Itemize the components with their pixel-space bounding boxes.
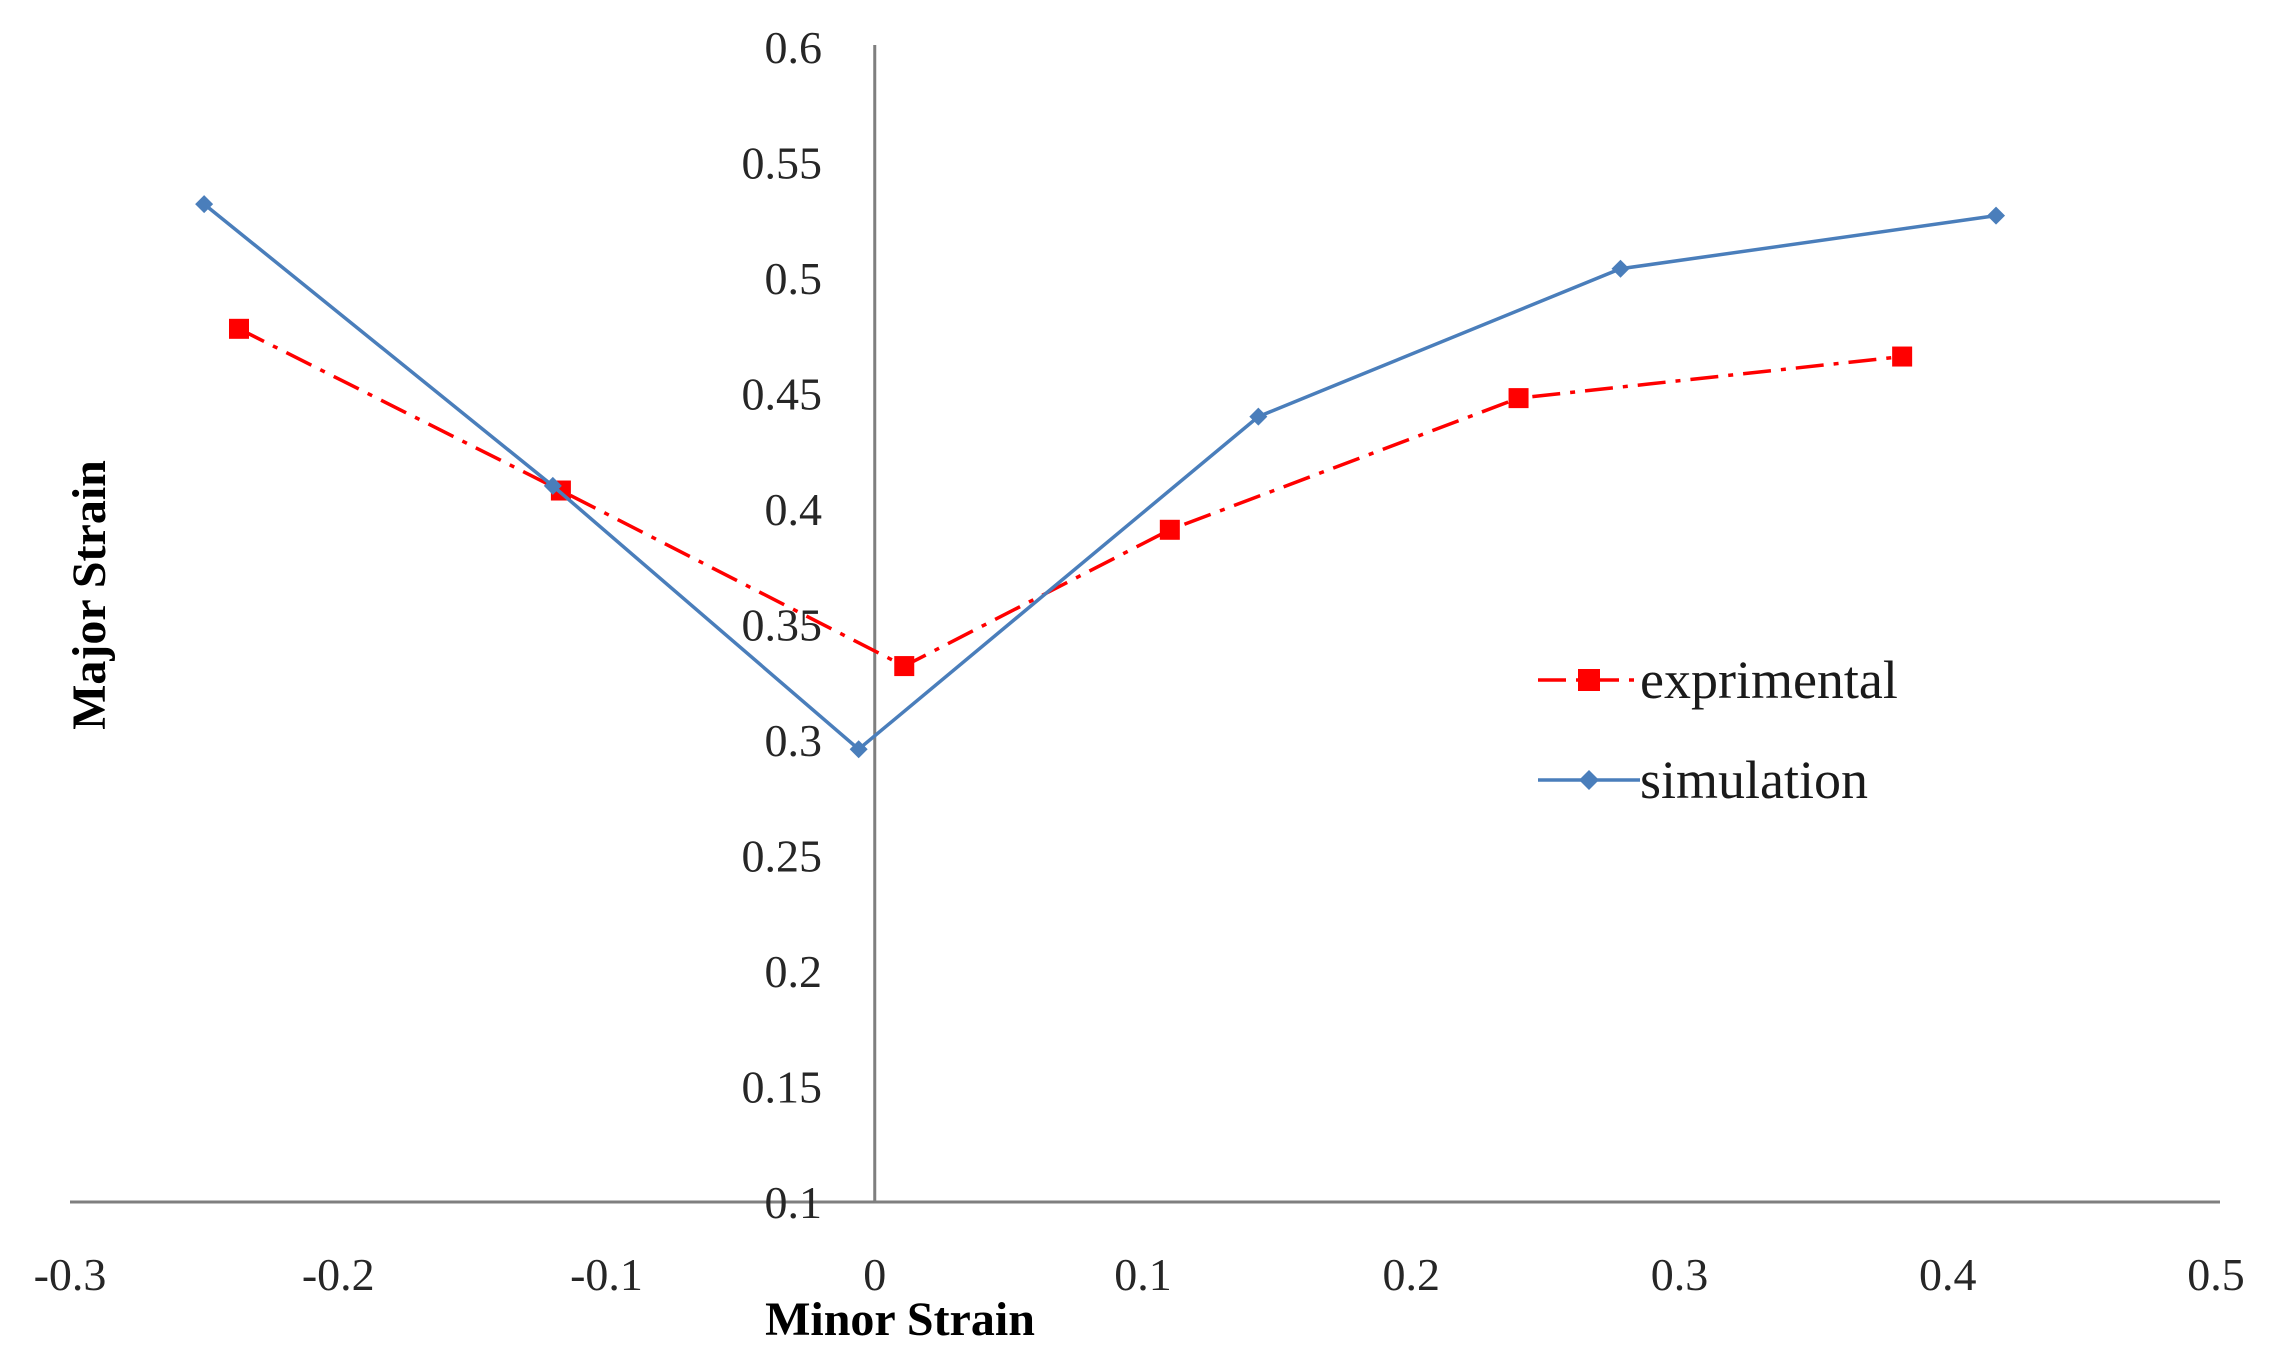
series-line-simulation <box>203 202 1997 752</box>
y-tick-label: 0.4 <box>765 484 823 535</box>
data-point-exprimental <box>1159 519 1180 540</box>
x-tick-label: 0 <box>863 1249 886 1300</box>
y-tick-label: 0.2 <box>765 946 823 997</box>
y-tick-label: 0.25 <box>742 831 823 882</box>
y-tick-label: 0.5 <box>765 253 823 304</box>
data-point-exprimental <box>1892 346 1913 367</box>
x-tick-label: 0.1 <box>1114 1249 1172 1300</box>
y-tick-label: 0.45 <box>742 369 823 420</box>
legend-marker <box>1579 770 1599 790</box>
x-tick-label: -0.3 <box>34 1249 107 1300</box>
legend-marker <box>1578 669 1600 691</box>
x-tick-label: 0.5 <box>2187 1249 2245 1300</box>
data-point-exprimental <box>894 656 915 677</box>
y-tick-label: 0.3 <box>765 715 823 766</box>
legend-label: exprimental <box>1640 650 1898 710</box>
data-point-simulation <box>1249 407 1268 426</box>
x-tick-label: 0.3 <box>1651 1249 1709 1300</box>
data-point-exprimental <box>228 318 249 339</box>
series-simulation <box>195 195 2006 759</box>
x-axis-title: Minor Strain <box>765 1293 1035 1346</box>
data-point-simulation <box>195 195 214 214</box>
series-line-exprimental <box>238 327 1903 669</box>
data-point-exprimental <box>1508 388 1529 409</box>
legend: exprimental simulation <box>1538 650 1898 810</box>
x-tick-label: 0.4 <box>1919 1249 1977 1300</box>
x-tick-label: -0.1 <box>570 1249 643 1300</box>
legend-item-simulation: simulation <box>1538 750 1868 810</box>
data-point-simulation <box>1611 259 1630 278</box>
series-exprimental <box>228 318 1913 677</box>
tick-labels: -0.3 -0.2 -0.1 0 0.1 0.2 0.3 0.4 0.5 0.1 0.15 0.2 0.… <box>34 22 2245 1300</box>
x-tick-label: 0.2 <box>1383 1249 1441 1300</box>
y-tick-label: 0.1 <box>765 1177 823 1228</box>
legend-item-exprimental: exprimental <box>1538 650 1898 710</box>
legend-label: simulation <box>1640 750 1868 810</box>
y-tick-label: 0.35 <box>742 600 823 651</box>
axes <box>70 45 2220 1204</box>
data-point-simulation <box>849 740 868 759</box>
data-point-simulation <box>1987 206 2006 225</box>
x-tick-label: -0.2 <box>302 1249 375 1300</box>
y-tick-label: 0.55 <box>742 138 823 189</box>
series-layer <box>195 195 2006 759</box>
data-point-simulation <box>543 476 562 495</box>
y-axis-title: Major Strain <box>63 460 116 730</box>
y-tick-label: 0.15 <box>742 1062 823 1113</box>
y-tick-label: 0.6 <box>765 22 823 73</box>
